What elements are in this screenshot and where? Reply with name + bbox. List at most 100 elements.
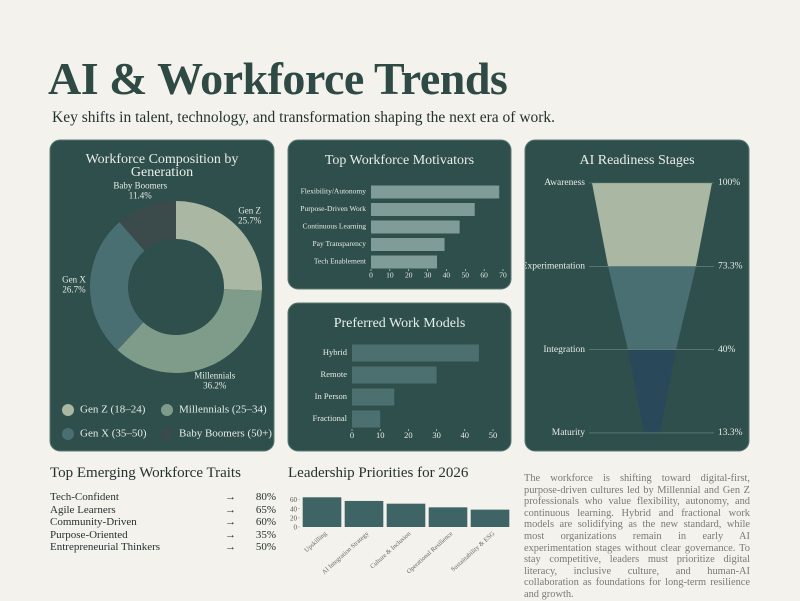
- x-tick-label: Operational Resilience: [406, 530, 455, 575]
- chart-group: 0 10 20 30 40 50 Hybrid Remote In Person Fraction…: [313, 344, 498, 440]
- x-tick-label: Culture & Inclusion: [369, 530, 413, 570]
- x-tick-label: 20: [404, 430, 413, 440]
- x-tick-label: 30: [424, 271, 432, 280]
- bar: [352, 344, 479, 362]
- bar: [302, 497, 342, 527]
- y-tick-label: Fractional: [313, 413, 348, 423]
- trait-label: Tech-Confident: [50, 491, 119, 503]
- slice-value: 11.4%: [129, 191, 152, 201]
- y-tick-label: Hybrid: [323, 347, 348, 357]
- y-tick-label: Tech Enablement: [314, 257, 367, 266]
- chart-group: 0 10 20 30 40 50 60 70 Flexibility/Autonomy Purpo…: [300, 185, 507, 280]
- trait-label: Purpose-Oriented: [50, 528, 128, 541]
- trait-row: Tech-Confident → 80%: [50, 491, 276, 504]
- y-tick-label: Purpose-Driven Work: [300, 204, 366, 213]
- pie-slice: [89, 222, 145, 351]
- legend-swatch: [62, 428, 74, 440]
- legend-label: Gen Z (18–24): [80, 404, 146, 416]
- trait-label: Agile Learners: [50, 503, 116, 516]
- trait-arrow: →: [225, 528, 236, 541]
- bar: [386, 503, 426, 527]
- chart-title: Workforce Composition by Generation: [85, 152, 239, 180]
- page-title: AI & Workforce Trends: [48, 53, 508, 104]
- y-tick-label: In Person: [315, 391, 348, 401]
- y-tick-label: Continuous Learning: [302, 222, 366, 231]
- trait-label: Entrepreneurial Thinkers: [50, 541, 161, 553]
- x-tick-label: Upskilling: [303, 530, 329, 554]
- funnel-segment: [592, 183, 712, 267]
- trait-row: Purpose-Oriented → 35%: [50, 529, 276, 542]
- slice-label: Millennials: [194, 370, 235, 380]
- slice-label: Baby Boomers: [113, 181, 167, 191]
- x-tick-label: AI Integration Strategy: [321, 530, 371, 576]
- trait-list: Tech-Confident → 80% Agile Learners → 65% Comm…: [50, 491, 276, 554]
- list-title: Top Emerging Workforce Traits: [50, 465, 241, 481]
- bar: [371, 238, 445, 251]
- bar: [352, 410, 381, 428]
- x-tick-label: 0: [350, 430, 354, 440]
- y-tick-label: 0: [294, 524, 298, 532]
- bar: [352, 366, 437, 384]
- trait-arrow: →: [225, 541, 236, 553]
- chart-title: Leadership Priorities for 2026: [288, 465, 469, 481]
- stage-value: 100%: [718, 178, 740, 188]
- trait-row: Agile Learners → 65%: [50, 504, 276, 517]
- x-tick-label: 70: [499, 271, 507, 280]
- y-tick-label: Remote: [321, 369, 348, 379]
- summary-text: The workforce is shifting toward digital…: [524, 473, 750, 600]
- bar: [470, 509, 510, 527]
- bar: [428, 507, 468, 527]
- chart-title: Top Workforce Motivators: [324, 153, 475, 168]
- bar: [352, 388, 395, 406]
- x-tick-label: 20: [405, 271, 413, 280]
- legend-label: Baby Boomers (50+): [179, 428, 272, 440]
- trait-value: 80%: [255, 491, 276, 503]
- stage-label: Awareness: [544, 178, 585, 188]
- y-tick-label: Flexibility/Autonomy: [301, 187, 367, 196]
- bar: [371, 203, 475, 216]
- bar: [371, 220, 460, 234]
- x-tick-label: 0: [369, 271, 373, 280]
- slice-value: 25.7%: [238, 216, 262, 226]
- trait-value: 65%: [255, 503, 276, 516]
- x-tick-label: 40: [461, 430, 470, 440]
- slice-value: 36.2%: [203, 380, 227, 390]
- x-tick-label: 30: [432, 430, 441, 440]
- y-tick-label: Pay Transparency: [312, 239, 366, 248]
- legend-swatch: [161, 404, 173, 416]
- pie-slice: [119, 201, 176, 251]
- bar: [371, 255, 437, 269]
- x-tick-label: Sustainability & ESG: [450, 530, 497, 573]
- x-tick-label: 50: [489, 430, 498, 440]
- slice-label: Gen Z: [238, 206, 261, 216]
- legend-label: Gen X (35–50): [80, 428, 147, 440]
- trait-arrow: →: [225, 516, 236, 528]
- y-tick-label: 60: [290, 496, 298, 504]
- trait-arrow: →: [225, 503, 236, 516]
- page-subtitle: Key shifts in talent, technology, and tr…: [52, 109, 556, 126]
- funnel-segment: [608, 266, 696, 350]
- trait-row: Entrepreneurial Thinkers → 50%: [50, 541, 276, 554]
- stage-value: 73.3%: [718, 261, 743, 271]
- x-tick-label: 50: [462, 271, 470, 280]
- legend-swatch: [62, 404, 74, 416]
- trait-label: Community-Driven: [50, 516, 137, 528]
- x-tick-label: 40: [443, 271, 451, 280]
- slice-label: Gen X: [62, 274, 86, 284]
- x-tick-label: 10: [386, 271, 394, 280]
- trait-row: Community-Driven → 60%: [50, 516, 276, 529]
- y-tick-label: 20: [290, 514, 298, 522]
- pie-slice: [176, 201, 262, 291]
- bar: [344, 500, 384, 527]
- stage-value: 40%: [718, 345, 736, 355]
- stage-label: Experimentation: [522, 261, 586, 271]
- stage-label: Integration: [543, 345, 585, 355]
- legend-label: Millennials (25–34): [179, 404, 267, 416]
- chart-group: Awareness 100% Experimentation 73.3% Integra…: [522, 178, 743, 438]
- trait-value: 60%: [255, 516, 276, 528]
- bar: [371, 185, 500, 199]
- funnel-segment: [628, 349, 676, 433]
